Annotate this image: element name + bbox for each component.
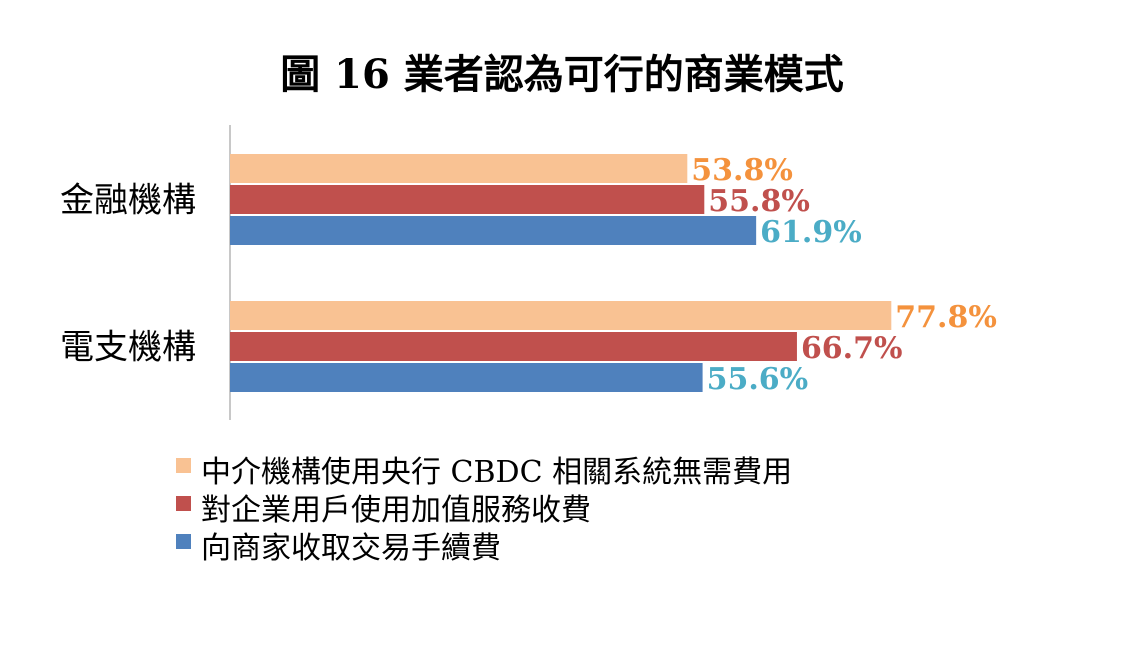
bar bbox=[230, 363, 703, 392]
legend-swatch bbox=[176, 534, 191, 549]
bar bbox=[230, 154, 688, 183]
bars-layer bbox=[230, 154, 892, 392]
category-label: 電支機構 bbox=[60, 328, 196, 368]
legend-swatch bbox=[176, 496, 191, 511]
bar bbox=[230, 185, 705, 214]
legend-swatch bbox=[176, 458, 191, 473]
bar bbox=[230, 332, 797, 361]
data-label: 66.7% bbox=[801, 331, 903, 366]
legend-label: 中介機構使用央行 CBDC 相關系統無需費用 bbox=[201, 455, 792, 490]
bar bbox=[230, 216, 757, 245]
legend: 中介機構使用央行 CBDC 相關系統無需費用對企業用戶使用加值服務收費向商家收取… bbox=[176, 455, 792, 566]
data-label: 77.8% bbox=[895, 300, 997, 335]
data-label: 61.9% bbox=[760, 215, 862, 250]
legend-label: 對企業用戶使用加值服務收費 bbox=[201, 493, 591, 528]
data-label: 55.8% bbox=[708, 184, 810, 219]
category-label: 金融機構 bbox=[60, 181, 196, 221]
bar bbox=[230, 301, 892, 330]
data-labels-layer: 53.8%55.8%61.9% 77.8%66.7%55.6% bbox=[691, 153, 997, 397]
legend-label: 向商家收取交易手續費 bbox=[201, 531, 501, 566]
chart-title: 圖 16 業者認為可行的商業模式 bbox=[280, 51, 844, 98]
data-label: 53.8% bbox=[691, 153, 793, 188]
data-label: 55.6% bbox=[707, 362, 809, 397]
